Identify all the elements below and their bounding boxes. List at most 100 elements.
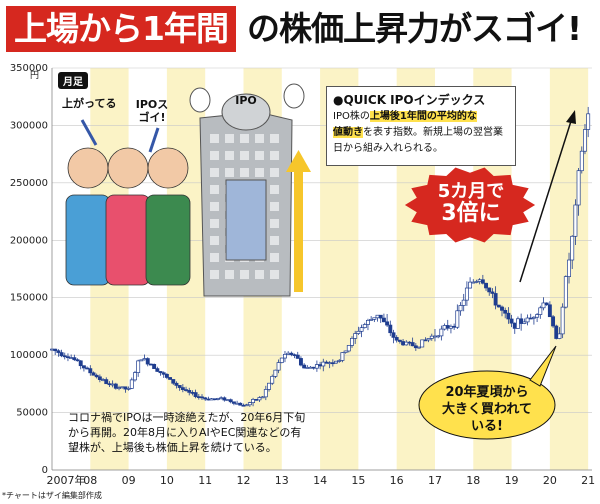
tower-window bbox=[225, 134, 234, 143]
candle-body bbox=[397, 339, 402, 342]
candle-body bbox=[554, 325, 559, 339]
candle-body bbox=[378, 314, 383, 319]
x-tick-label: 13 bbox=[275, 474, 289, 487]
candle-body bbox=[190, 392, 195, 394]
trend-arrow-head bbox=[566, 110, 576, 124]
candle-body bbox=[442, 325, 447, 330]
exclaim-mark bbox=[148, 127, 160, 153]
candle-body bbox=[560, 306, 565, 335]
candle-body bbox=[145, 358, 150, 365]
candle-body bbox=[97, 376, 102, 380]
candle-body bbox=[113, 383, 118, 389]
candle-body bbox=[429, 335, 434, 339]
candle-body bbox=[480, 279, 485, 284]
candle-body bbox=[388, 324, 393, 334]
candle-body bbox=[81, 365, 86, 369]
candle-body bbox=[231, 401, 236, 404]
callout-red-line2: 3倍に bbox=[441, 201, 501, 226]
candle-body bbox=[557, 333, 562, 339]
candle-body bbox=[506, 312, 511, 320]
candle-body bbox=[254, 399, 259, 401]
candle-body bbox=[78, 360, 83, 367]
candle-body bbox=[586, 113, 591, 130]
person-body bbox=[145, 194, 191, 286]
monthly-badge: 月足 bbox=[58, 72, 88, 89]
candle-body bbox=[417, 346, 421, 349]
candle-body bbox=[563, 276, 568, 308]
candle-body bbox=[391, 332, 396, 338]
candle-body bbox=[544, 302, 549, 306]
candle-body bbox=[110, 383, 115, 386]
index-box-text-1: IPO株の bbox=[333, 111, 370, 122]
up-arrow-head bbox=[286, 150, 311, 172]
candle-body bbox=[177, 385, 182, 388]
candle-body bbox=[487, 287, 492, 293]
tower-window bbox=[210, 202, 219, 211]
candle-body bbox=[327, 362, 332, 365]
candle-body bbox=[251, 399, 256, 403]
candle-body bbox=[91, 372, 96, 376]
candle-body bbox=[324, 361, 329, 364]
y-tick-label: 350000 bbox=[10, 63, 48, 74]
candle-body bbox=[541, 302, 546, 309]
title-bar: 上場から1年間 の株価上昇力がスゴイ! bbox=[0, 0, 600, 58]
index-box-highlight-1: 上場後1年間の平均的な bbox=[369, 111, 477, 122]
candle-body bbox=[522, 321, 527, 324]
candle-body bbox=[133, 372, 137, 381]
tower-window bbox=[225, 151, 234, 160]
candle-body bbox=[212, 398, 217, 401]
candle-body bbox=[493, 293, 498, 306]
y-unit: 円 bbox=[30, 71, 40, 81]
candle-body bbox=[305, 367, 310, 369]
candle-body bbox=[184, 389, 188, 391]
candle-body bbox=[420, 339, 425, 348]
candle-body bbox=[56, 350, 61, 353]
candle-body bbox=[148, 363, 153, 366]
callout-yellow-line3: いる! bbox=[471, 419, 503, 434]
candle-body bbox=[196, 396, 201, 398]
candle-body bbox=[298, 358, 303, 366]
candle-body bbox=[257, 397, 262, 401]
x-tick-label: 21 bbox=[581, 474, 595, 487]
candle-body bbox=[171, 379, 176, 384]
candle-body bbox=[158, 371, 163, 374]
candle-body bbox=[413, 345, 418, 349]
candle-body bbox=[164, 373, 169, 378]
candle-body bbox=[53, 348, 58, 352]
candle-body bbox=[318, 364, 323, 367]
candle-body bbox=[350, 337, 354, 346]
candle-body bbox=[477, 279, 482, 282]
person-head bbox=[107, 147, 149, 189]
ipo-label: IPO bbox=[235, 94, 257, 107]
candle-body bbox=[123, 386, 128, 390]
candle-body bbox=[330, 362, 335, 365]
speech-left: 上がってる bbox=[62, 97, 117, 110]
candle-body bbox=[394, 337, 399, 341]
candle-body bbox=[474, 281, 479, 283]
candle-body bbox=[576, 170, 581, 206]
candle-body bbox=[461, 299, 466, 306]
x-tick-label: 09 bbox=[122, 474, 136, 487]
callout-yellow-text: 20年夏頃から 大きく買われて いる! bbox=[424, 384, 550, 435]
chart-credit: *チャートはザイ編集部作成 bbox=[2, 491, 102, 500]
candle-body bbox=[512, 322, 517, 329]
candle-body bbox=[503, 309, 508, 314]
candle-body bbox=[433, 335, 437, 338]
tower-window bbox=[225, 270, 234, 279]
tower-window bbox=[210, 151, 219, 160]
candle-body bbox=[426, 338, 431, 341]
x-tick-label: 10 bbox=[160, 474, 174, 487]
candle-body bbox=[375, 314, 380, 319]
x-tick-label: 15 bbox=[351, 474, 365, 487]
candle-body bbox=[302, 364, 307, 369]
candle-body bbox=[292, 354, 297, 356]
tower-window bbox=[255, 151, 264, 160]
candle-body bbox=[366, 319, 370, 325]
candle-body bbox=[59, 352, 64, 357]
x-tick-label: 2007年 bbox=[47, 473, 86, 487]
person-head bbox=[67, 147, 109, 189]
candle-body bbox=[107, 383, 112, 386]
candle-body bbox=[161, 372, 166, 375]
candle-body bbox=[247, 402, 252, 406]
